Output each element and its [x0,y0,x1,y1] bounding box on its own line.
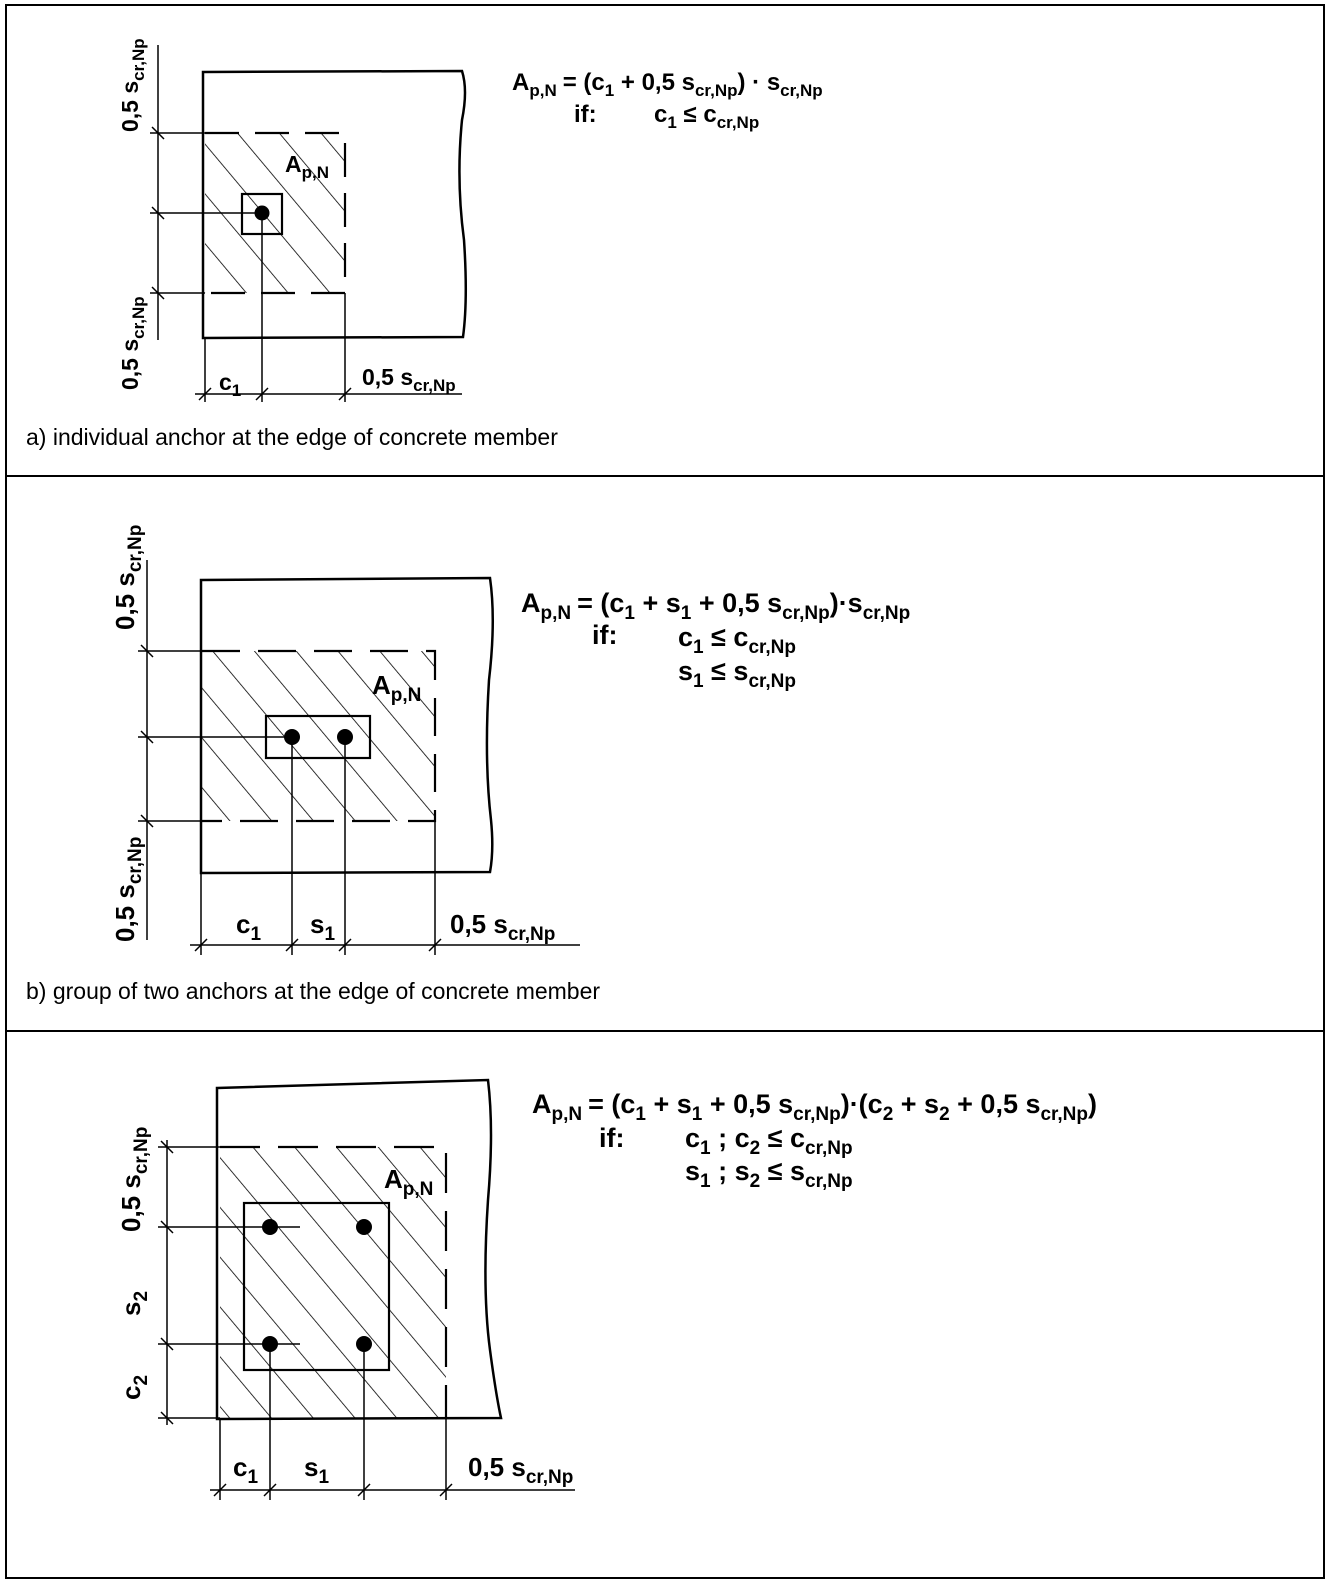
projected-area-boundary [205,131,347,295]
c1-label: c1 [219,369,241,400]
top-dim-label: 0,5 scr,Np [110,525,146,630]
right-dim-label: 0,5 scr,Np [450,909,555,945]
top-dim-label: 0,5 scr,Np [116,1127,152,1232]
panel-a-diagram [150,45,468,402]
fixture-plate [242,1201,391,1372]
panel-divider [5,475,1325,477]
panel-a-labels: Ap,N c1 0,5 scr,Np 0,5 scr,Np 0,5 scr,Np… [117,38,823,400]
formula-if: if: [599,1123,624,1153]
formula-condition: c1 ≤ ccr,Np [654,101,759,132]
bottom-dim-label: 0,5 scr,Np [110,837,146,942]
formula-condition: c1 ; c2 ≤ ccr,Np [685,1123,853,1159]
anchor-dot [262,1219,278,1235]
projected-area-boundary [220,1145,448,1418]
s2-label: s2 [116,1291,152,1316]
concrete-member-outline [201,69,468,340]
right-dim-label: 0,5 scr,Np [468,1452,573,1488]
panel-divider [5,1030,1325,1032]
caption-panel-b: b) group of two anchors at the edge of c… [26,978,601,1004]
caption-panel-a: a) individual anchor at the edge of conc… [26,424,558,450]
figure-frame [5,4,1325,1579]
formula-line: Ap,N = (c1 + 0,5 scr,Np) · scr,Np [512,69,823,100]
c2-label: c2 [116,1375,152,1400]
panel-c-diagram [158,1078,575,1500]
projected-area-hatch [220,1147,446,1418]
formula-if: if: [574,101,597,128]
projected-area-hatch [202,651,435,821]
panel-b-diagram [138,560,580,955]
formula-if: if: [592,620,617,650]
formula-line: Ap,N = (c1 + s1 + 0,5 scr,Np)·(c2 + s2 + … [532,1089,1097,1125]
c1-label: c1 [233,1452,258,1488]
anchor-dot [284,729,300,745]
projected-area-boundary [202,649,437,823]
formula-line: Ap,N = (c1 + s1 + 0,5 scr,Np)·scr,Np [521,588,910,624]
area-label: Ap,N [384,1164,433,1200]
formula-condition: c1 ≤ ccr,Np [678,622,796,658]
top-dim-label: 0,5 scr,Np [117,38,148,132]
formula-condition: s1 ≤ scr,Np [678,656,796,692]
area-label: Ap,N [372,670,421,706]
panel-c-labels: Ap,N c1 s1 0,5 scr,Np 0,5 scr,Np s2 c2 A… [116,1089,1097,1488]
s1-label: s1 [304,1452,329,1488]
right-dim-label: 0,5 scr,Np [362,364,456,395]
concrete-member-outline [215,1078,503,1421]
formula-condition: s1 ; s2 ≤ scr,Np [685,1156,853,1192]
bottom-dim-label: 0,5 scr,Np [117,296,148,390]
panel-b-labels: Ap,N c1 s1 0,5 scr,Np 0,5 scr,Np 0,5 scr… [110,525,910,945]
c1-label: c1 [236,909,261,945]
concrete-member-outline [199,576,495,875]
anchor-dot [356,1336,372,1352]
anchor-dot [356,1219,372,1235]
anchor-dot [262,1336,278,1352]
area-label: Ap,N [285,151,329,182]
anchor-dot [254,205,270,221]
s1-label: s1 [310,909,335,945]
anchor-dot [337,729,353,745]
